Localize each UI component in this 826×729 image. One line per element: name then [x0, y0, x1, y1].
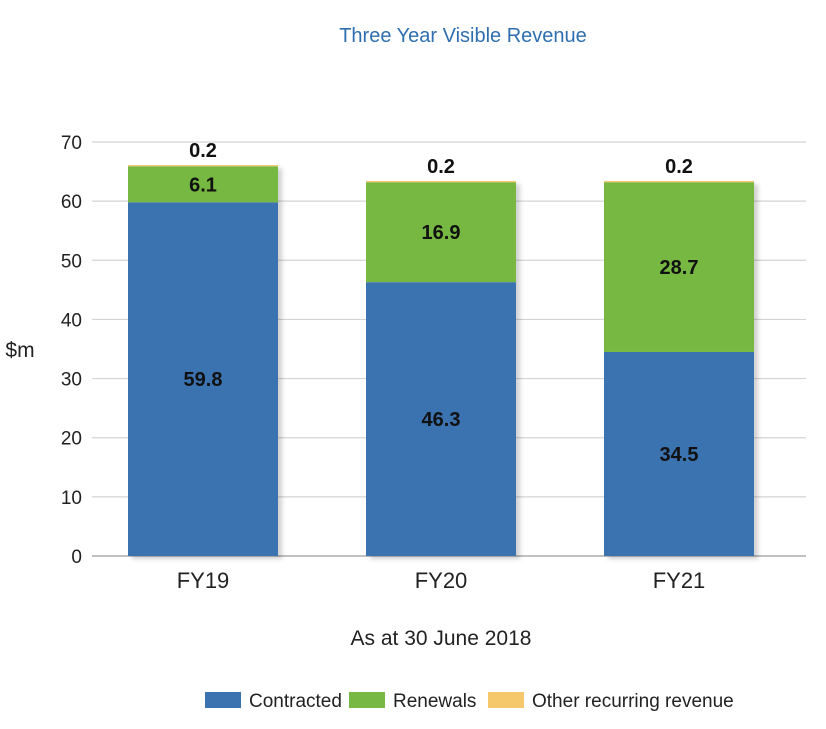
data-label: 6.1: [189, 174, 217, 196]
x-tick-label: FY21: [653, 568, 706, 593]
bar-segment-other-recurring-revenue: [366, 181, 516, 183]
y-tick-label: 50: [61, 251, 82, 272]
bar-segment-renewals: [366, 182, 516, 283]
x-tick-label: FY20: [415, 568, 468, 593]
bar-segment-renewals: [604, 182, 754, 352]
legend-swatch: [205, 692, 241, 708]
bar-segment-contracted: [128, 202, 278, 556]
data-label: 46.3: [422, 409, 461, 431]
y-tick-label: 30: [61, 370, 82, 391]
legend-label: Other recurring revenue: [532, 691, 734, 712]
legend: Contracted Renewals Other recurring revenu…: [205, 691, 734, 712]
bar-segment-other-recurring-revenue: [604, 181, 754, 183]
data-label: 0.2: [189, 140, 217, 162]
x-tick-label: FY19: [177, 568, 230, 593]
data-labels: 59.8 6.1 0.2 46.3 16.9 0.2 34.5 28.7 0.2: [184, 140, 699, 466]
data-label: 59.8: [184, 369, 223, 391]
data-label: 28.7: [660, 257, 699, 279]
legend-label: Renewals: [393, 691, 476, 712]
y-axis-label: $m: [5, 339, 34, 362]
data-label: 0.2: [665, 156, 693, 178]
y-tick-label: 60: [61, 192, 82, 213]
bar-segment-renewals: [128, 166, 278, 203]
legend-label: Contracted: [249, 691, 342, 712]
y-tick-label: 70: [61, 133, 82, 154]
x-axis-label: As at 30 June 2018: [351, 627, 532, 650]
x-axis-ticks: FY19 FY20 FY21: [177, 568, 706, 593]
bar-segment-contracted: [366, 282, 516, 556]
bar-stack-fy19: [128, 165, 278, 556]
data-label: 34.5: [660, 444, 699, 466]
bars: [128, 165, 754, 556]
legend-swatch: [349, 692, 385, 708]
y-tick-label: 40: [61, 310, 82, 331]
y-tick-label: 20: [61, 429, 82, 450]
y-tick-label: 0: [71, 547, 82, 568]
bar-stack-fy21: [604, 181, 754, 556]
bar-segment-contracted: [604, 351, 754, 556]
bar-segment-other-recurring-revenue: [128, 165, 278, 167]
y-axis-ticks: 0 10 20 30 40 50 60 70: [61, 133, 82, 568]
chart-title: Three Year Visible Revenue: [339, 25, 587, 47]
bar-stack-fy20: [366, 181, 516, 556]
data-label: 16.9: [422, 222, 461, 244]
data-label: 0.2: [427, 156, 455, 178]
legend-swatch: [488, 692, 524, 708]
y-tick-label: 10: [61, 488, 82, 509]
